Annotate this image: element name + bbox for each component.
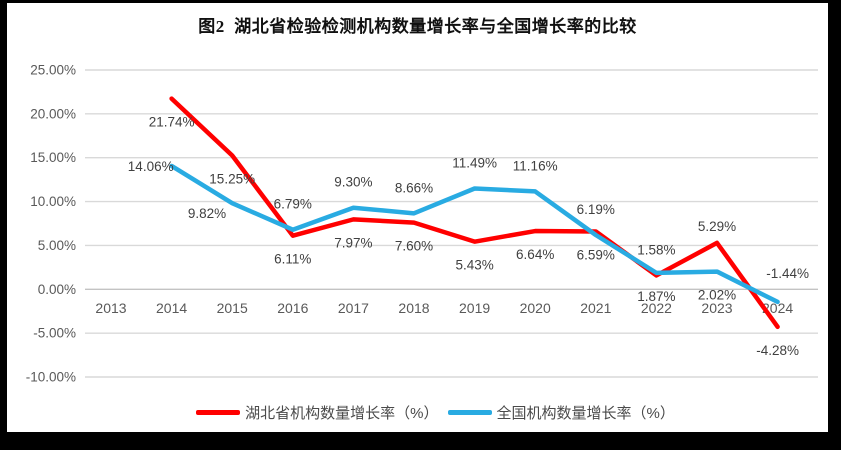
legend-label-national: 全国机构数量增长率（%） xyxy=(496,405,675,422)
data-label-national: 2.02% xyxy=(698,288,736,303)
data-label-national: 6.19% xyxy=(577,202,615,217)
data-label-national: 11.49% xyxy=(452,156,497,171)
y-axis-tick-label: -10.00% xyxy=(26,370,76,385)
legend-item-hubei: 湖北省机构数量增长率（%） xyxy=(196,402,439,423)
line-chart-plot: 25.00% 20.00% 15.00% 10.00% 5.00% 0.00% -5.00%… xyxy=(26,63,818,385)
series-line-hubei xyxy=(169,96,780,330)
data-label-national: 6.79% xyxy=(274,197,312,212)
data-label-hubei: 7.60% xyxy=(395,239,433,254)
data-label-hubei: 5.29% xyxy=(698,219,736,234)
data-label-national: 14.06% xyxy=(128,159,174,174)
x-axis-label: 2022 xyxy=(641,300,672,316)
y-axis-tick-label: 20.00% xyxy=(30,106,76,121)
x-axis-label: 2021 xyxy=(580,300,611,316)
data-label-hubei: 21.74% xyxy=(149,115,195,130)
legend-swatch-red-line xyxy=(196,410,241,415)
data-label-national: -1.44% xyxy=(766,266,809,281)
y-axis-tick-label: 10.00% xyxy=(30,194,76,209)
data-label-hubei: 7.97% xyxy=(334,235,372,250)
data-label-hubei: 6.59% xyxy=(577,247,615,262)
data-label-national: 1.87% xyxy=(637,289,675,304)
x-axis-label: 2019 xyxy=(459,300,490,316)
data-label-national: 9.82% xyxy=(188,206,226,221)
series-line-national xyxy=(169,163,780,305)
x-axis-label: 2018 xyxy=(398,300,429,316)
x-axis-label: 2013 xyxy=(95,300,126,316)
data-label-hubei: 6.11% xyxy=(274,252,311,267)
data-label-hubei: -4.28% xyxy=(756,343,799,358)
y-axis-tick-label: 25.00% xyxy=(30,63,76,78)
data-label-national: 11.16% xyxy=(513,158,558,173)
legend-label-hubei: 湖北省机构数量增长率（%） xyxy=(245,405,439,422)
legend-item-national: 全国机构数量增长率（%） xyxy=(447,402,675,423)
x-axis-label: 2023 xyxy=(701,300,732,316)
x-axis-label: 2020 xyxy=(520,300,551,316)
x-axis-label: 2024 xyxy=(762,300,793,316)
y-axis-tick-label: -5.00% xyxy=(33,326,76,341)
chart-card[interactable]: 图2 湖北省检验检测机构数量增长率与全国增长率的比较 25.00% 20.00% 1… xyxy=(7,3,828,432)
chart-title: 图2 湖北省检验检测机构数量增长率与全国增长率的比较 xyxy=(198,17,637,36)
y-axis-tick-label: 0.00% xyxy=(38,282,76,297)
data-label-hubei: 15.25% xyxy=(209,172,255,187)
y-axis-tick-label: 15.00% xyxy=(30,150,76,165)
data-label-hubei: 5.43% xyxy=(455,258,493,273)
y-axis-tick-label: 5.00% xyxy=(38,238,76,253)
legend: 湖北省机构数量增长率（%） 全国机构数量增长率（%） xyxy=(25,402,841,423)
data-label-hubei: 6.64% xyxy=(516,247,554,262)
data-label-hubei: 1.58% xyxy=(637,242,675,257)
data-label-national: 8.66% xyxy=(395,180,433,195)
x-axis-label: 2015 xyxy=(217,300,248,316)
x-axis-label: 2016 xyxy=(277,300,308,316)
x-axis-label: 2017 xyxy=(338,300,369,316)
data-label-national: 9.30% xyxy=(334,175,372,190)
x-axis-label: 2014 xyxy=(156,300,187,316)
legend-swatch-blue-line xyxy=(447,410,492,415)
